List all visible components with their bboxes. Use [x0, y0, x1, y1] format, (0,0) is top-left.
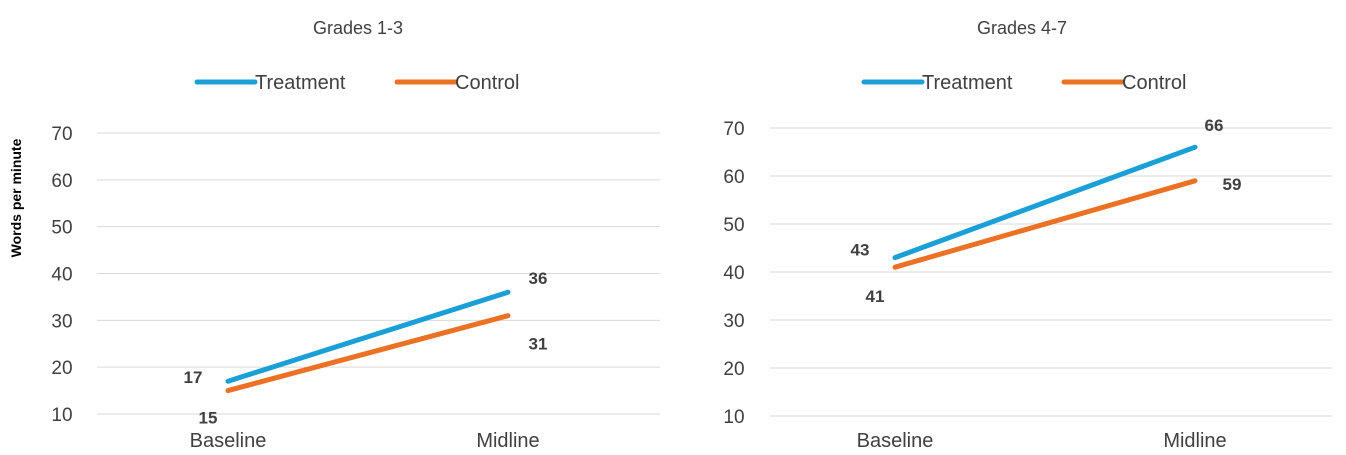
series-line-treatment — [892, 144, 1198, 261]
data-label-treatment: 66 — [1205, 116, 1224, 135]
y-tick-label: 70 — [723, 119, 744, 140]
series-line-control — [225, 313, 511, 394]
legend-label-control: Control — [1122, 72, 1186, 94]
data-label-control: 41 — [866, 287, 885, 306]
series-line-control — [892, 178, 1198, 270]
series-line-treatment — [225, 289, 511, 384]
chart-grades-4-7: Grades 4-7 Treatment Control 10 20 30 40 50 60 70… — [723, 18, 1332, 452]
y-tick-label: 20 — [723, 359, 744, 380]
y-tick-label: 10 — [51, 405, 72, 426]
x-category-label: Baseline — [857, 430, 934, 452]
y-tick-label: 40 — [723, 263, 744, 284]
data-label-treatment: 36 — [529, 269, 548, 288]
data-label-control: 59 — [1223, 175, 1242, 194]
legend-label-control: Control — [455, 72, 519, 94]
y-axis-label: Words per minute — [8, 138, 24, 257]
legend-label-treatment: Treatment — [922, 72, 1013, 94]
data-label-treatment: 43 — [851, 241, 870, 260]
y-tick-label: 10 — [723, 407, 744, 428]
y-tick-label: 50 — [51, 218, 72, 239]
y-tick-label: 50 — [723, 215, 744, 236]
x-category-label: Midline — [476, 430, 539, 452]
y-tick-label: 30 — [723, 311, 744, 332]
y-tick-label: 20 — [51, 358, 72, 379]
x-category-label: Midline — [1163, 430, 1226, 452]
y-tick-label: 40 — [51, 265, 72, 286]
x-category-label: Baseline — [190, 430, 267, 452]
y-tick-label: 60 — [51, 171, 72, 192]
legend: Treatment Control — [861, 72, 1186, 94]
legend-label-treatment: Treatment — [255, 72, 346, 94]
data-label-control: 31 — [529, 335, 548, 354]
data-label-treatment: 17 — [184, 368, 203, 387]
y-tick-label: 70 — [51, 124, 72, 145]
data-label-control: 15 — [199, 409, 218, 428]
y-tick-label: 60 — [723, 167, 744, 188]
chart-grades-1-3: Grades 1-3 Treatment Control 10 20 30 40 50 60 70… — [51, 18, 660, 452]
chart-title: Grades 1-3 — [313, 18, 403, 38]
legend: Treatment Control — [194, 72, 519, 94]
y-tick-label: 30 — [51, 311, 72, 332]
chart-title: Grades 4-7 — [977, 18, 1067, 38]
